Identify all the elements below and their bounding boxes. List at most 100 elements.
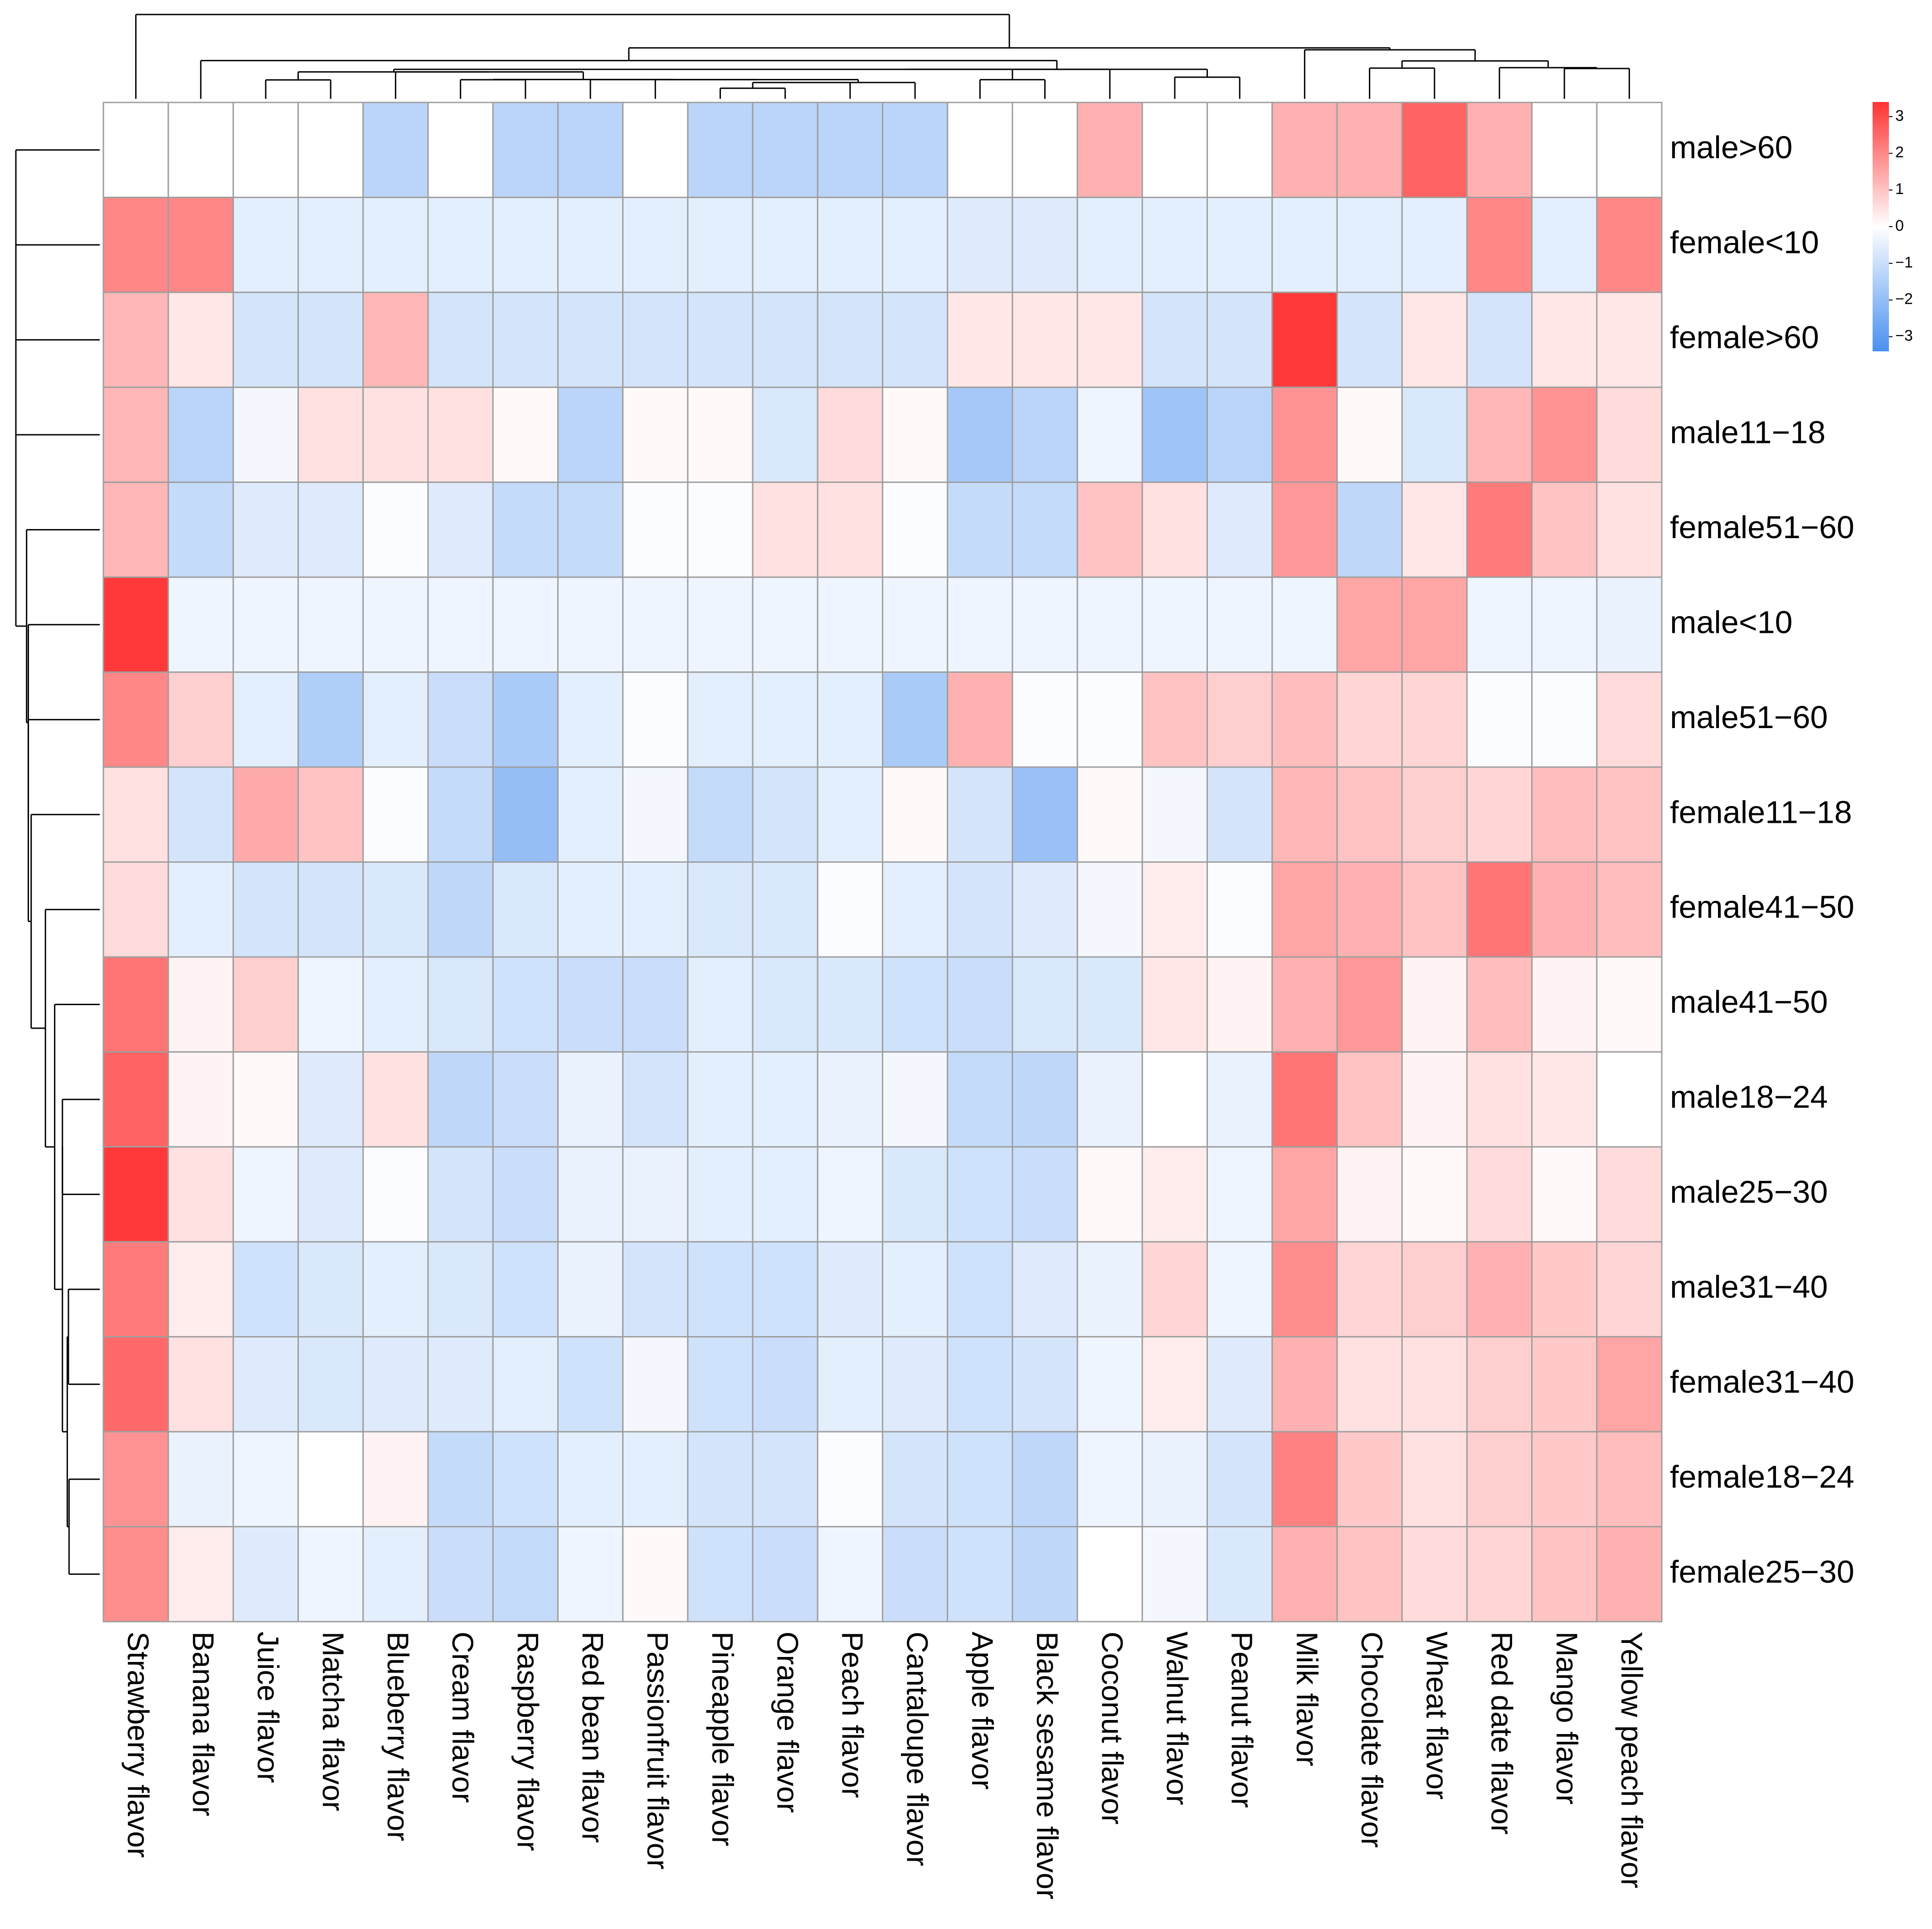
heatmap-cell: [1596, 1051, 1663, 1148]
column-label: Banana flavor: [186, 1632, 220, 1816]
column-label: Coconut flavor: [1095, 1632, 1129, 1825]
heatmap-cell: [492, 1336, 559, 1433]
heatmap-cell: [1141, 956, 1208, 1053]
heatmap-cell: [102, 861, 169, 958]
heatmap-cell: [817, 102, 884, 198]
legend-tick-label: 1: [1895, 180, 1904, 198]
heatmap-cell: [687, 102, 754, 198]
heatmap-cell: [1531, 1051, 1598, 1148]
heatmap-cell: [232, 956, 299, 1053]
heatmap-cell: [1207, 956, 1273, 1053]
heatmap-cell: [1466, 1526, 1533, 1623]
heatmap-cell: [557, 956, 624, 1053]
heatmap-cell: [687, 386, 754, 483]
heatmap-cell: [947, 481, 1013, 578]
heatmap-cell: [1401, 481, 1468, 578]
column-label: Wheat flavor: [1420, 1632, 1454, 1799]
heatmap-cell: [362, 196, 429, 293]
column-label: Red date flavor: [1485, 1632, 1519, 1835]
heatmap-cell: [362, 1336, 429, 1433]
heatmap-cell: [687, 766, 754, 863]
heatmap-cell: [427, 196, 494, 293]
heatmap-cell: [167, 292, 234, 388]
heatmap-cell: [102, 102, 169, 198]
heatmap-cell: [1141, 671, 1208, 768]
heatmap-cell: [167, 576, 234, 673]
heatmap-cell: [1531, 1146, 1598, 1243]
row-label: female41−50: [1670, 889, 1854, 925]
heatmap-cell: [102, 1526, 169, 1623]
row-label: male>60: [1670, 130, 1792, 165]
heatmap-cell: [882, 481, 949, 578]
heatmap-cell: [297, 1051, 364, 1148]
heatmap-cell: [1401, 766, 1468, 863]
row-label: male11−18: [1670, 415, 1825, 450]
heatmap-cell: [1596, 386, 1663, 483]
heatmap-cell: [1141, 861, 1208, 958]
heatmap-cell: [687, 1526, 754, 1623]
heatmap-cell: [1012, 766, 1078, 863]
heatmap-cell: [687, 956, 754, 1053]
heatmap-cell: [1336, 956, 1403, 1053]
heatmap-cell: [817, 1241, 884, 1338]
heatmap-cell: [687, 1336, 754, 1433]
heatmap-cell: [1401, 1146, 1468, 1243]
column-label: Milk flavor: [1290, 1632, 1324, 1766]
heatmap-cell: [362, 1241, 429, 1338]
heatmap-cell: [1336, 196, 1403, 293]
heatmap-cell: [1207, 196, 1273, 293]
heatmap-cell: [687, 861, 754, 958]
heatmap-cell: [1012, 1051, 1078, 1148]
heatmap-cell: [622, 1526, 689, 1623]
heatmap-cell: [622, 1146, 689, 1243]
heatmap-cell: [167, 481, 234, 578]
heatmap-cell: [1596, 292, 1663, 388]
heatmap-cell: [1076, 576, 1143, 673]
heatmap-cell: [1336, 102, 1403, 198]
heatmap-cell: [427, 102, 494, 198]
heatmap-cell: [882, 861, 949, 958]
heatmap-cell: [232, 861, 299, 958]
heatmap-cell: [1271, 1431, 1338, 1528]
heatmap-cell: [947, 671, 1013, 768]
heatmap-cell: [492, 861, 559, 958]
column-label: Matcha flavor: [316, 1632, 350, 1811]
heatmap-cell: [102, 766, 169, 863]
heatmap-cell: [947, 1526, 1013, 1623]
heatmap-cell: [1466, 956, 1533, 1053]
heatmap-cell: [557, 292, 624, 388]
heatmap-cell: [102, 576, 169, 673]
row-label: female>60: [1670, 320, 1819, 355]
heatmap-cell: [362, 1431, 429, 1528]
heatmap-cell: [1271, 1526, 1338, 1623]
heatmap-cell: [1207, 481, 1273, 578]
heatmap-cell: [297, 576, 364, 673]
column-label: Apple flavor: [966, 1632, 999, 1790]
heatmap-cell: [1207, 861, 1273, 958]
row-label: male25−30: [1670, 1174, 1828, 1210]
heatmap-cell: [1531, 1526, 1598, 1623]
heatmap-cell: [1336, 386, 1403, 483]
heatmap-cell: [1596, 481, 1663, 578]
heatmap-cell: [622, 1336, 689, 1433]
heatmap-cell: [1076, 196, 1143, 293]
heatmap-cell: [297, 102, 364, 198]
heatmap-cell: [1076, 1051, 1143, 1148]
column-label: Walnut flavor: [1161, 1632, 1194, 1805]
heatmap-cell: [1596, 1336, 1663, 1433]
heatmap-cell: [492, 1051, 559, 1148]
heatmap-cell: [167, 1336, 234, 1433]
heatmap-cell: [1466, 671, 1533, 768]
heatmap-cell: [1401, 956, 1468, 1053]
heatmap-cell: [1401, 1051, 1468, 1148]
heatmap-cell: [622, 671, 689, 768]
heatmap-cell: [622, 861, 689, 958]
heatmap-cell: [1207, 1241, 1273, 1338]
heatmap-cell: [1596, 576, 1663, 673]
heatmap-cell: [947, 1241, 1013, 1338]
column-label: Pineapple flavor: [706, 1632, 740, 1846]
heatmap-cell: [817, 386, 884, 483]
heatmap-cell: [752, 576, 818, 673]
column-label: Raspberry flavor: [511, 1632, 545, 1851]
heatmap-cell: [622, 1241, 689, 1338]
